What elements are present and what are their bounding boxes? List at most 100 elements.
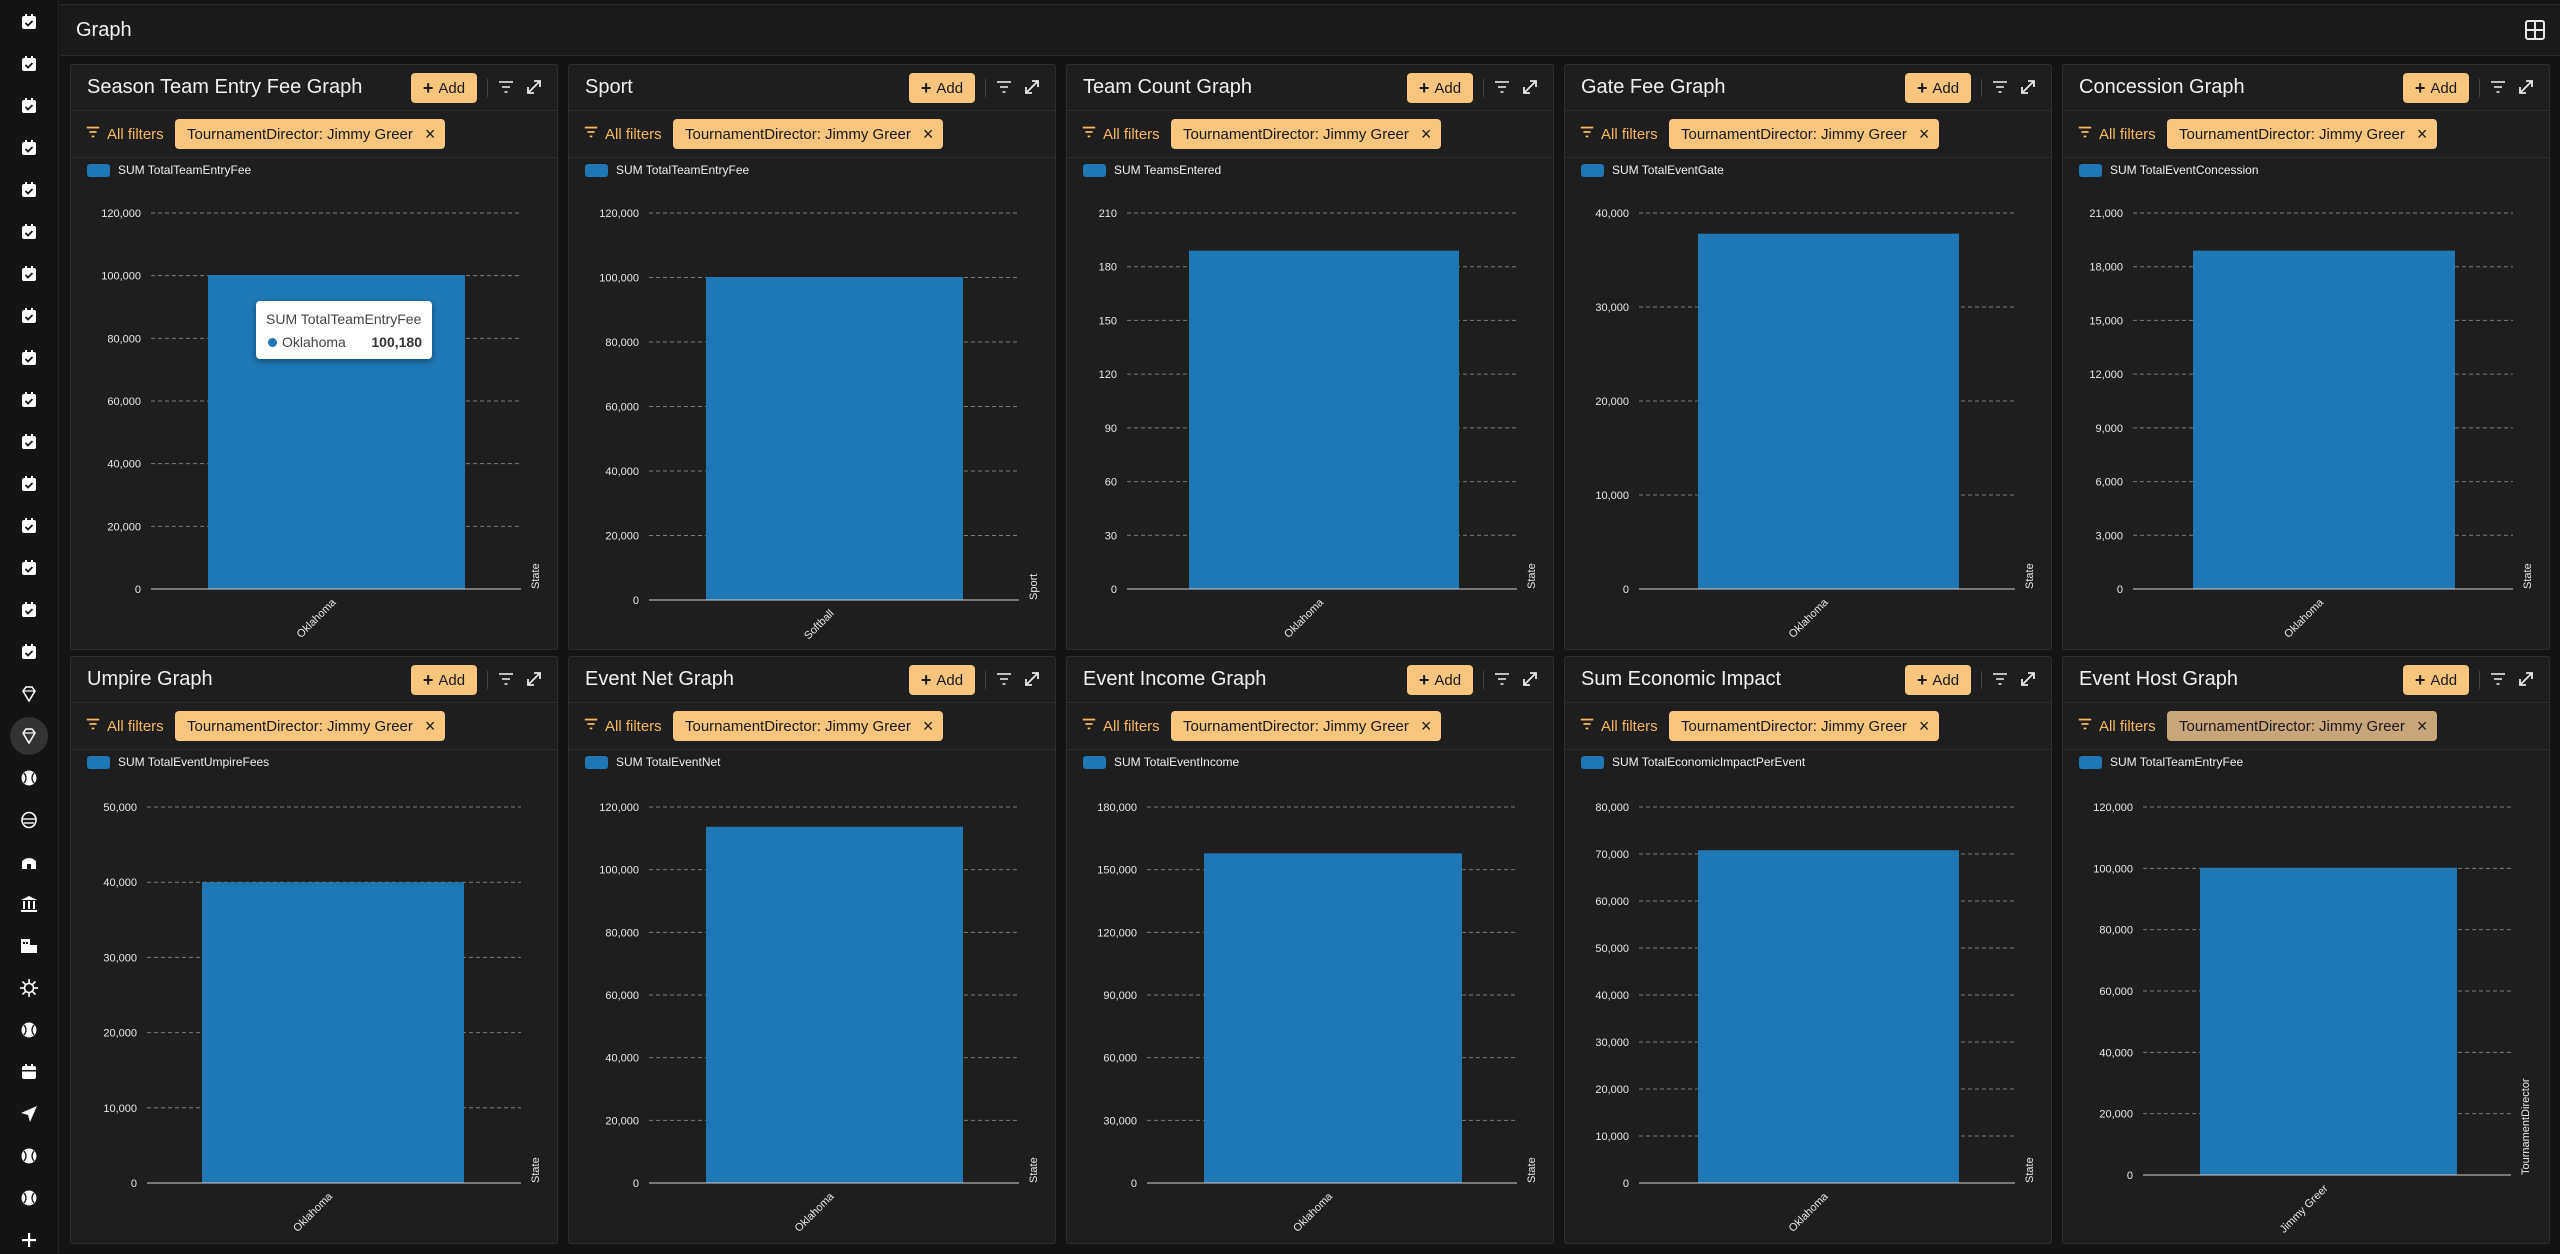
calendar-check-icon[interactable] xyxy=(17,556,41,580)
filter-chip[interactable]: TournamentDirector: Jimmy Greer × xyxy=(673,711,944,741)
bar[interactable] xyxy=(1698,850,1959,1183)
close-icon[interactable]: × xyxy=(1918,124,1930,144)
gem-icon[interactable] xyxy=(10,717,48,755)
calendar-icon[interactable] xyxy=(17,1060,41,1084)
all-filters-button[interactable]: All filters xyxy=(85,124,164,144)
stadium-icon[interactable] xyxy=(17,850,41,874)
add-button[interactable]: + Add xyxy=(1905,73,1971,103)
calendar-check-icon[interactable] xyxy=(17,304,41,328)
close-icon[interactable]: × xyxy=(922,716,934,736)
close-icon[interactable]: × xyxy=(922,124,934,144)
expand-icon[interactable] xyxy=(2018,77,2038,97)
plus-icon[interactable] xyxy=(17,1228,41,1252)
bar[interactable] xyxy=(706,276,963,600)
filter-icon[interactable] xyxy=(497,670,515,688)
add-button[interactable]: + Add xyxy=(411,73,477,103)
filter-chip[interactable]: TournamentDirector: Jimmy Greer × xyxy=(1171,119,1442,149)
add-button[interactable]: + Add xyxy=(1905,665,1971,695)
hotel-icon[interactable] xyxy=(17,934,41,958)
layout-grid-icon[interactable] xyxy=(2524,19,2546,41)
all-filters-button[interactable]: All filters xyxy=(2077,716,2156,736)
filter-chip[interactable]: TournamentDirector: Jimmy Greer × xyxy=(1669,711,1940,741)
filter-icon[interactable] xyxy=(995,670,1013,688)
bar[interactable] xyxy=(2200,867,2457,1175)
close-icon[interactable]: × xyxy=(2416,124,2428,144)
calendar-check-icon[interactable] xyxy=(17,220,41,244)
expand-icon[interactable] xyxy=(2516,669,2536,689)
filter-icon[interactable] xyxy=(497,78,515,96)
close-icon[interactable]: × xyxy=(1420,716,1432,736)
add-button[interactable]: + Add xyxy=(909,665,975,695)
calendar-check-icon[interactable] xyxy=(17,346,41,370)
filter-icon[interactable] xyxy=(1493,670,1511,688)
send-icon[interactable] xyxy=(17,1102,41,1126)
expand-icon[interactable] xyxy=(2516,77,2536,97)
close-icon[interactable]: × xyxy=(1420,124,1432,144)
expand-icon[interactable] xyxy=(524,77,544,97)
chart-legend[interactable]: SUM TeamsEntered xyxy=(1083,163,1221,177)
close-icon[interactable]: × xyxy=(1918,716,1930,736)
expand-icon[interactable] xyxy=(2018,669,2038,689)
calendar-check-icon[interactable] xyxy=(17,472,41,496)
filter-icon[interactable] xyxy=(995,78,1013,96)
calendar-check-icon[interactable] xyxy=(17,514,41,538)
calendar-check-icon[interactable] xyxy=(17,388,41,412)
all-filters-button[interactable]: All filters xyxy=(583,124,662,144)
calendar-check-icon[interactable] xyxy=(17,262,41,286)
filter-icon[interactable] xyxy=(2489,670,2507,688)
bar[interactable] xyxy=(202,882,464,1183)
chart-legend[interactable]: SUM TotalTeamEntryFee xyxy=(2079,755,2243,769)
add-button[interactable]: + Add xyxy=(411,665,477,695)
filter-icon[interactable] xyxy=(1991,670,2009,688)
calendar-check-icon[interactable] xyxy=(17,178,41,202)
filter-icon[interactable] xyxy=(1991,78,2009,96)
add-button[interactable]: + Add xyxy=(1407,73,1473,103)
calendar-check-icon[interactable] xyxy=(17,94,41,118)
umpire-mask-icon[interactable] xyxy=(17,808,41,832)
filter-chip[interactable]: TournamentDirector: Jimmy Greer × xyxy=(175,711,446,741)
chart-legend[interactable]: SUM TotalEventGate xyxy=(1581,163,1724,177)
add-button[interactable]: + Add xyxy=(1407,665,1473,695)
calendar-check-icon[interactable] xyxy=(17,598,41,622)
all-filters-button[interactable]: All filters xyxy=(583,716,662,736)
expand-icon[interactable] xyxy=(524,669,544,689)
chart-legend[interactable]: SUM TotalEconomicImpactPerEvent xyxy=(1581,755,1805,769)
bar[interactable] xyxy=(1698,233,1959,589)
chart-legend[interactable]: SUM TotalEventIncome xyxy=(1083,755,1239,769)
calendar-check-icon[interactable] xyxy=(17,136,41,160)
close-icon[interactable]: × xyxy=(2416,716,2428,736)
baseball-icon[interactable] xyxy=(17,1018,41,1042)
virus-icon[interactable] xyxy=(17,976,41,1000)
bar[interactable] xyxy=(706,826,963,1183)
filter-icon[interactable] xyxy=(1493,78,1511,96)
filter-chip[interactable]: TournamentDirector: Jimmy Greer × xyxy=(1171,711,1442,741)
filter-chip[interactable]: TournamentDirector: Jimmy Greer × xyxy=(2167,711,2438,741)
expand-icon[interactable] xyxy=(1022,669,1042,689)
add-button[interactable]: + Add xyxy=(909,73,975,103)
close-icon[interactable]: × xyxy=(424,124,436,144)
all-filters-button[interactable]: All filters xyxy=(1081,124,1160,144)
calendar-check-icon[interactable] xyxy=(17,10,41,34)
all-filters-button[interactable]: All filters xyxy=(1579,124,1658,144)
expand-icon[interactable] xyxy=(1520,669,1540,689)
gem-icon[interactable] xyxy=(17,682,41,706)
baseball-icon[interactable] xyxy=(17,766,41,790)
chart-legend[interactable]: SUM TotalEventUmpireFees xyxy=(87,755,269,769)
bar[interactable] xyxy=(2193,250,2455,589)
filter-chip[interactable]: TournamentDirector: Jimmy Greer × xyxy=(673,119,944,149)
calendar-check-icon[interactable] xyxy=(17,640,41,664)
baseball-icon[interactable] xyxy=(17,1186,41,1210)
calendar-check-icon[interactable] xyxy=(17,430,41,454)
baseball-icon[interactable] xyxy=(17,1144,41,1168)
chart-legend[interactable]: SUM TotalTeamEntryFee xyxy=(87,163,251,177)
filter-icon[interactable] xyxy=(2489,78,2507,96)
filter-chip[interactable]: TournamentDirector: Jimmy Greer × xyxy=(2167,119,2438,149)
expand-icon[interactable] xyxy=(1520,77,1540,97)
filter-chip[interactable]: TournamentDirector: Jimmy Greer × xyxy=(175,119,446,149)
add-button[interactable]: + Add xyxy=(2403,665,2469,695)
all-filters-button[interactable]: All filters xyxy=(2077,124,2156,144)
all-filters-button[interactable]: All filters xyxy=(85,716,164,736)
add-button[interactable]: + Add xyxy=(2403,73,2469,103)
chart-legend[interactable]: SUM TotalTeamEntryFee xyxy=(585,163,749,177)
chart-legend[interactable]: SUM TotalEventConcession xyxy=(2079,163,2259,177)
